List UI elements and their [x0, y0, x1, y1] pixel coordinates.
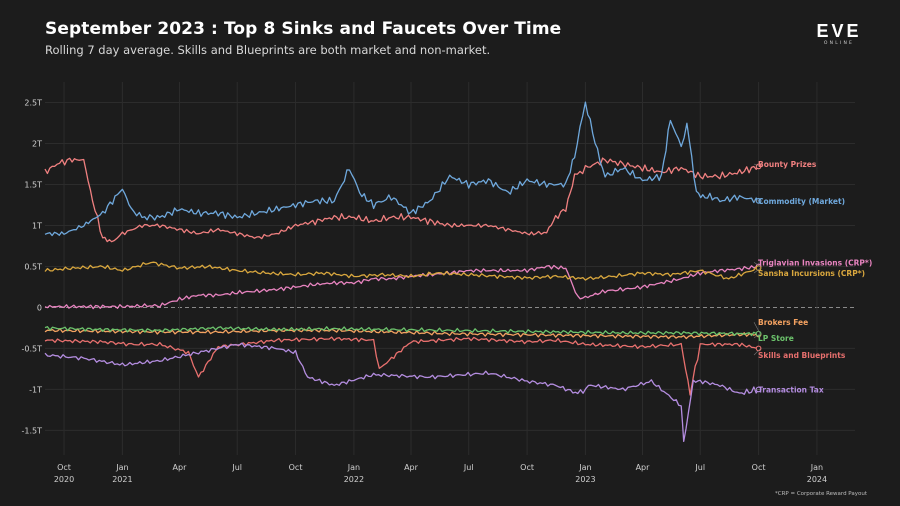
x-tick-label: Jan: [347, 463, 360, 472]
label-leader-triglavian-invasions-crp: [753, 262, 761, 267]
y-tick-label: -1.5T: [22, 426, 43, 435]
logo-wordmark: EVE: [816, 21, 862, 41]
x-tick-label: Jul: [694, 463, 705, 472]
series-label-triglavian-invasions-crp: Triglavian Invasions (CRP*): [758, 258, 872, 267]
x-tick-year-label: 2023: [575, 475, 595, 484]
series-line-bounty-prizes: [44, 157, 760, 243]
footnote: *CRP = Corporate Reward Payout: [775, 491, 868, 497]
series-line-triglavian-invasions-crp: [44, 264, 759, 310]
series-line-transaction-tax: [44, 342, 760, 443]
label-leader-sansha-incursions-crp: [753, 267, 761, 274]
eve-online-logo: EVE ONLINE: [812, 22, 866, 47]
series-line-sansha-incursions-crp: [44, 261, 759, 281]
chart-title: September 2023 : Top 8 Sinks and Faucets…: [45, 19, 562, 39]
series-line-commodity-market: [44, 101, 760, 237]
label-leader-skills-and-blueprints: [753, 348, 761, 356]
y-tick-label: 1T: [32, 221, 42, 230]
series-label-transaction-tax: Transaction Tax: [758, 385, 824, 394]
label-leader-brokers-fee: [753, 322, 761, 335]
y-tick-label: 0.5T: [24, 262, 42, 271]
x-tick-label: Jan: [578, 463, 591, 472]
x-tick-label: Oct: [520, 463, 534, 472]
series-line-skills-and-blueprints: [44, 336, 759, 396]
y-tick-label: 0: [37, 303, 42, 312]
x-tick-label: Apr: [404, 463, 419, 472]
x-tick-label: Jan: [115, 463, 128, 472]
series-label-bounty-prizes: Bounty Prizes: [758, 160, 817, 169]
x-tick-label: Jul: [463, 463, 474, 472]
series-label-brokers-fee: Brokers Fee: [758, 318, 808, 327]
x-tick-label: Apr: [173, 463, 188, 472]
y-tick-label: 1.5T: [24, 180, 42, 189]
label-layer: Bounty Prizes Commodity (Market) Triglavia…: [753, 160, 872, 394]
series-label-skills-and-blueprints: Skills and Blueprints: [758, 351, 846, 360]
y-tick-label: -1T: [29, 385, 42, 394]
series-layer: [44, 101, 762, 443]
x-tick-label: Apr: [636, 463, 651, 472]
x-tick-label: Oct: [752, 463, 766, 472]
series-line-lp-store: [44, 326, 759, 337]
grid-layer: 2.5T 2T 1.5T 1T 0.5T 0 -0.5T -1T -1.5T Oct 2020 Jan…: [22, 82, 855, 484]
label-leader-bounty-prizes: [753, 163, 761, 167]
series-label-lp-store: LP Store: [758, 334, 794, 343]
x-tick-year-label: 2022: [344, 475, 364, 484]
series-label-commodity-market: Commodity (Market): [758, 197, 845, 206]
logo-subtext: ONLINE: [823, 41, 855, 46]
y-tick-label: 2.5T: [24, 98, 42, 107]
series-end-point-sansha-incursions-crp: [755, 265, 762, 271]
x-tick-year-label: 2024: [807, 475, 827, 484]
y-tick-label: 2T: [32, 139, 42, 148]
x-tick-label: Jan: [810, 463, 823, 472]
x-tick-label: Oct: [57, 463, 71, 472]
label-leader-lp-store: [753, 333, 761, 339]
series-label-sansha-incursions-crp: Sansha Incursions (CRP*): [758, 269, 865, 278]
chart-subtitle: Rolling 7 day average. Skills and Bluepr…: [45, 43, 491, 57]
x-tick-year-label: 2021: [112, 475, 132, 484]
y-tick-label: -0.5T: [22, 344, 43, 353]
x-tick-year-label: 2020: [54, 475, 74, 484]
x-tick-label: Jul: [231, 463, 242, 472]
x-tick-label: Oct: [289, 463, 303, 472]
